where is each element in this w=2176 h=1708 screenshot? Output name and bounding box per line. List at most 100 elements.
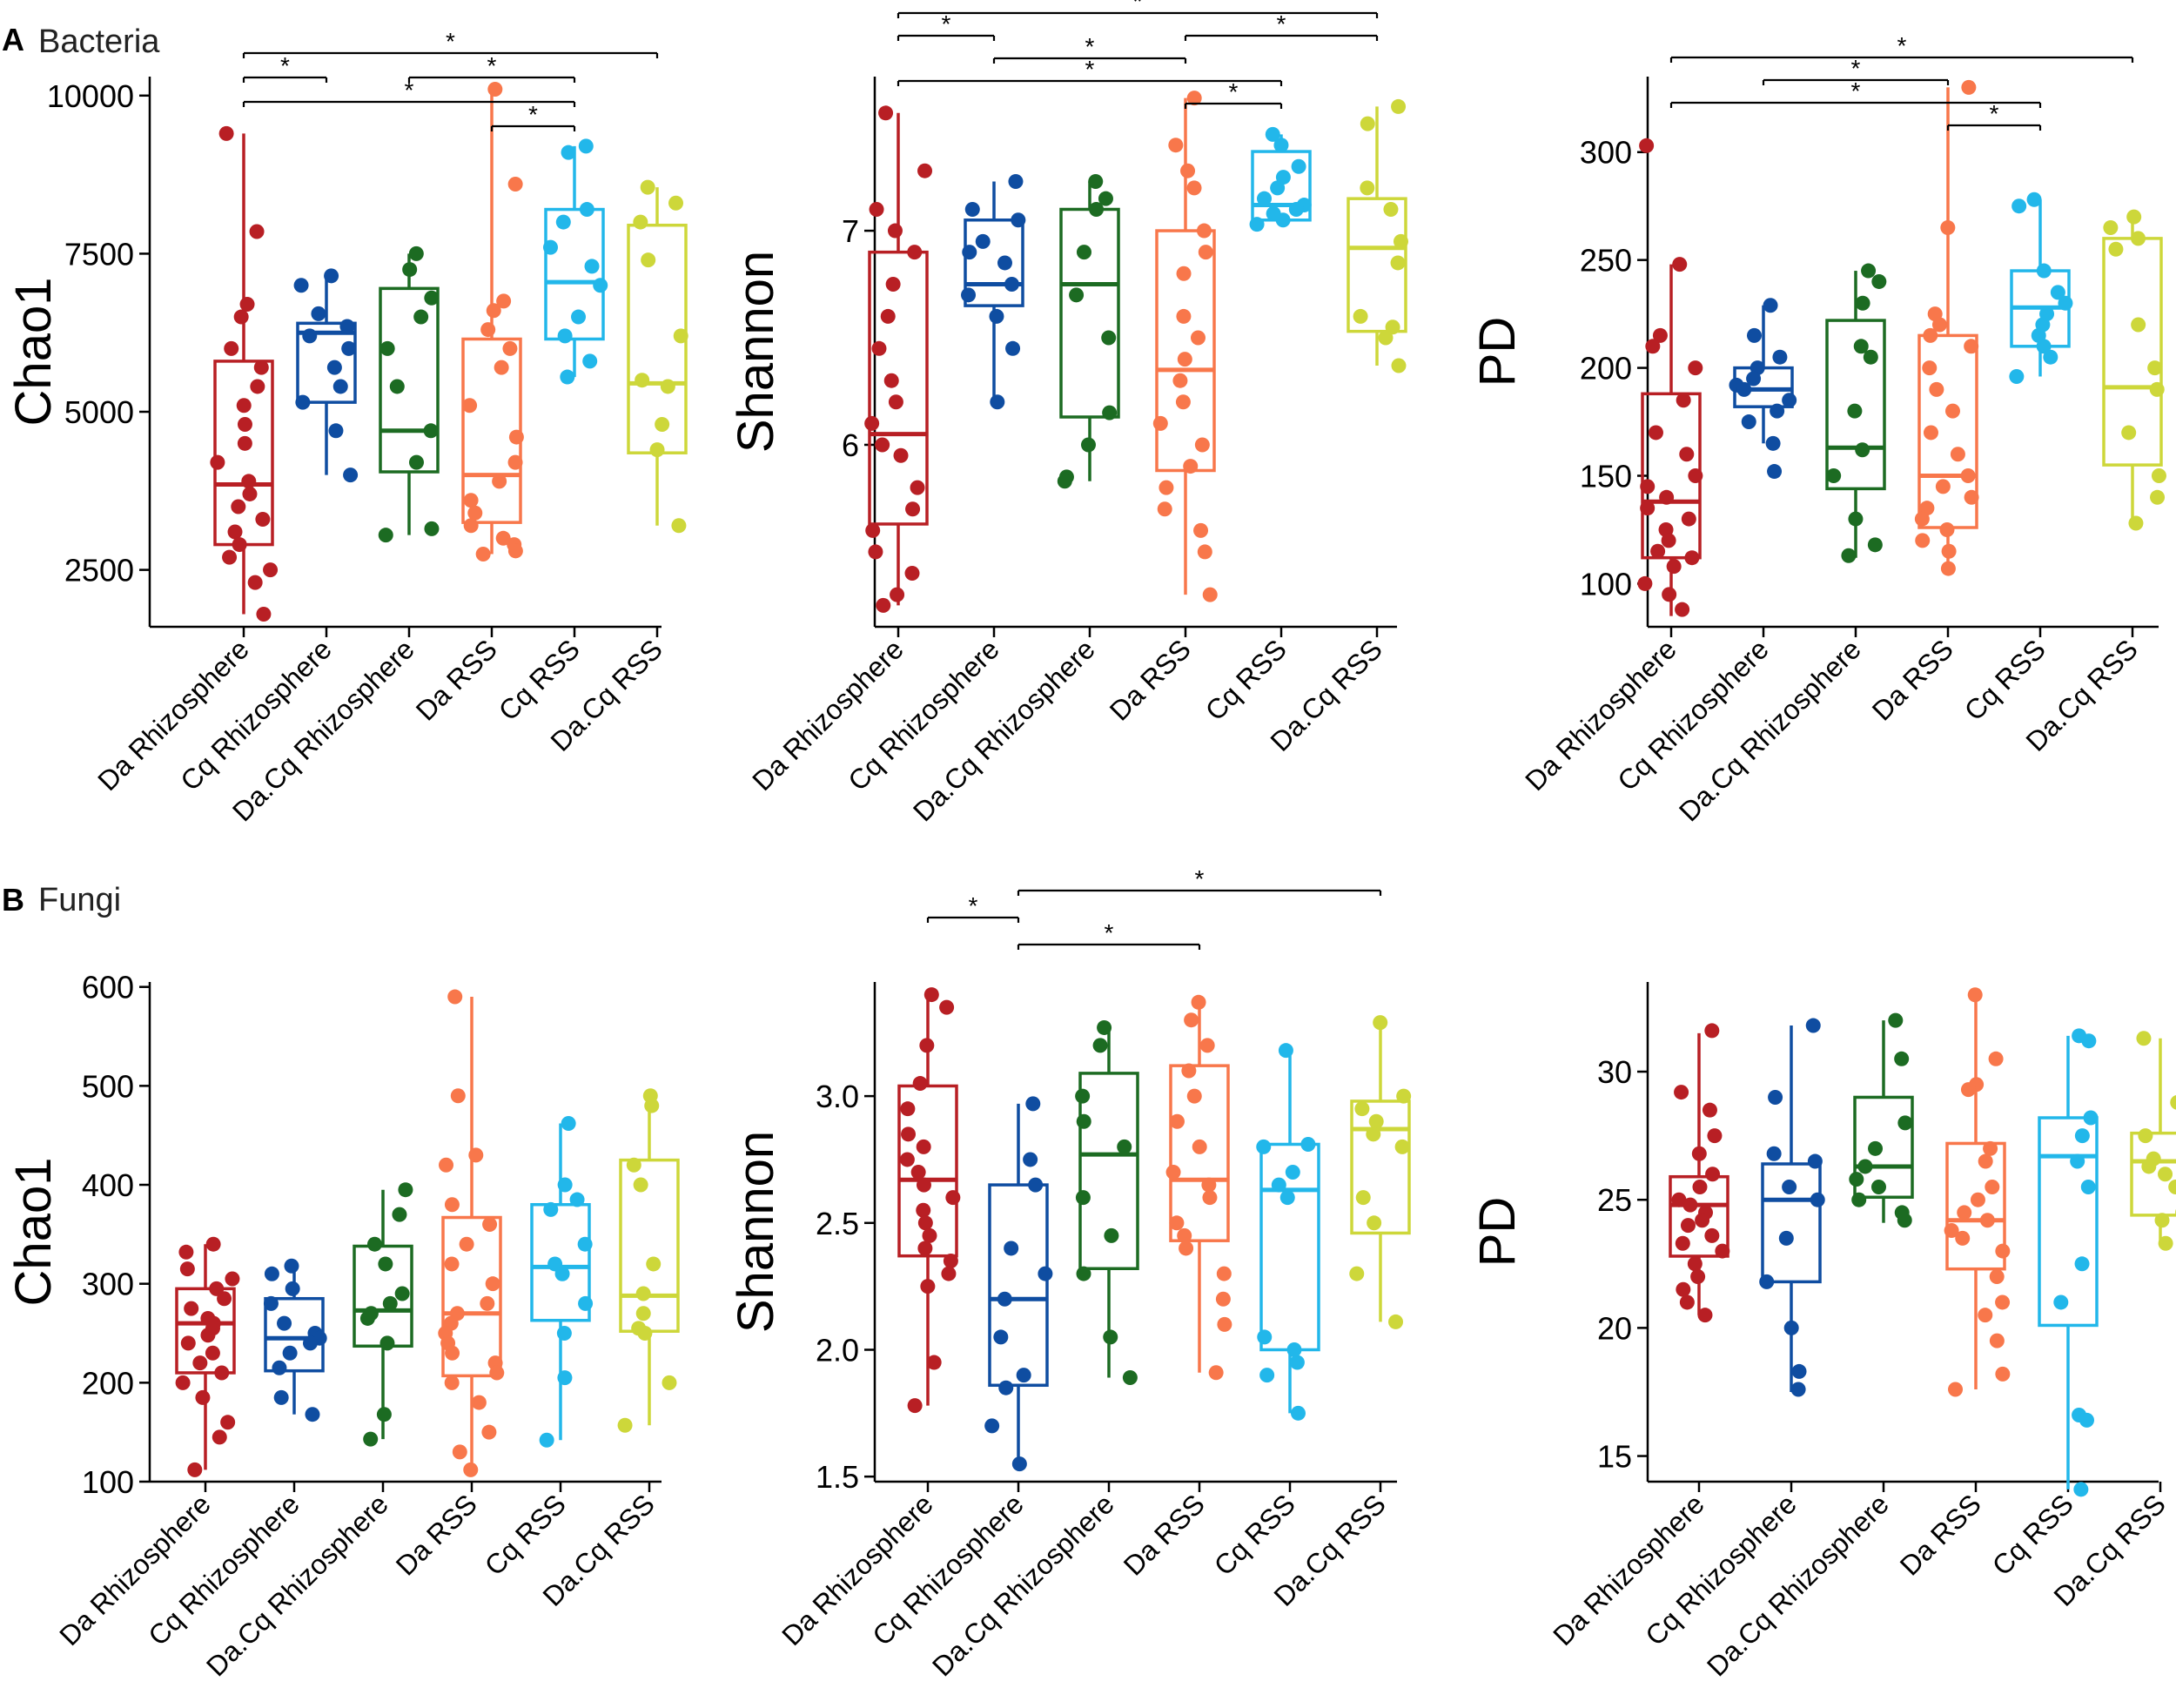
data-point [578, 1295, 594, 1311]
data-point [1168, 138, 1184, 153]
data-point [2136, 1031, 2152, 1046]
data-point [210, 454, 225, 470]
data-point [1175, 394, 1191, 410]
x-tick-label: Cq RSS [1199, 633, 1293, 726]
x-tick-label: Cq RSS [1958, 633, 2052, 726]
data-point [1265, 126, 1280, 142]
data-point [557, 1177, 573, 1193]
data-point [1291, 158, 1306, 174]
data-point [2083, 1110, 2099, 1126]
data-point [1025, 1096, 1041, 1112]
data-point [1661, 533, 1676, 548]
box-iqr [1059, 207, 1120, 419]
data-point [379, 340, 395, 356]
data-point [1257, 1329, 1273, 1345]
data-point [1191, 994, 1206, 1010]
section-a-label: A Bacteria [2, 22, 160, 60]
data-point [1855, 442, 1870, 458]
data-point [2043, 349, 2058, 365]
data-point [1016, 1368, 1031, 1383]
data-point [1697, 1308, 1713, 1323]
data-point [1075, 1190, 1091, 1206]
data-point [1393, 233, 1408, 249]
data-point [1759, 1274, 1775, 1289]
data-point [1766, 1146, 1782, 1161]
data-point [1373, 1015, 1388, 1031]
data-point [225, 1271, 240, 1287]
data-point [1970, 1192, 1985, 1207]
box-iqr [461, 337, 522, 524]
data-point [1922, 360, 1938, 376]
data-point [1948, 1382, 1964, 1397]
data-point [633, 214, 648, 230]
data-point [1390, 255, 1406, 271]
data-point [439, 1157, 454, 1173]
data-point [192, 1355, 208, 1371]
data-point [463, 1462, 479, 1477]
data-point [878, 105, 894, 121]
box-iqr [619, 1158, 680, 1333]
data-point [408, 454, 424, 470]
data-point [1985, 1179, 2000, 1194]
data-point [649, 442, 665, 458]
data-point [263, 562, 279, 578]
data-point [890, 587, 905, 602]
data-point [1770, 403, 1785, 419]
data-point [341, 340, 357, 356]
data-point [883, 373, 899, 388]
significance-bracket: * [992, 33, 1187, 64]
data-point [1855, 295, 1870, 311]
data-point [561, 145, 576, 160]
data-point [1978, 1153, 1993, 1169]
y-tick-label: 30 [1597, 1054, 1632, 1090]
data-point [939, 999, 955, 1015]
data-point [1256, 1139, 1272, 1154]
data-point [871, 340, 887, 356]
data-point [1186, 180, 1202, 196]
data-point [864, 415, 880, 431]
data-point [1275, 212, 1291, 228]
data-point [1256, 191, 1272, 206]
data-point [2149, 381, 2165, 397]
significance-star: * [1105, 919, 1114, 946]
data-point [180, 1335, 196, 1351]
data-point [875, 437, 890, 453]
y-tick-label: 10000 [47, 78, 134, 114]
data-point [557, 328, 573, 344]
data-point [184, 1301, 199, 1316]
data-point [507, 543, 523, 559]
data-point [178, 1244, 194, 1260]
data-point [1259, 1368, 1275, 1383]
section-b-label: B Fungi [2, 882, 121, 918]
data-point [1028, 1177, 1044, 1193]
box-iqr [1825, 319, 1886, 491]
data-point [941, 1266, 957, 1281]
data-point [481, 1424, 497, 1440]
data-point [1249, 217, 1265, 232]
data-point [899, 1152, 915, 1167]
data-point [302, 1335, 318, 1351]
significance-star: * [1851, 77, 1861, 104]
data-point [997, 1291, 1012, 1307]
data-point [880, 308, 896, 324]
data-point [1289, 1355, 1305, 1370]
data-point [1684, 550, 1700, 566]
data-point [907, 245, 923, 260]
data-point [1057, 474, 1072, 489]
data-point [1645, 339, 1661, 354]
data-point [1208, 1365, 1224, 1381]
data-point [917, 1215, 933, 1231]
box-iqr [1761, 1162, 1822, 1284]
section-b-title: Fungi [38, 882, 121, 918]
x-tick-label: Cq Rhizosphere [142, 1488, 306, 1651]
data-point [231, 499, 246, 514]
data-point [1848, 511, 1864, 527]
data-point [1768, 1089, 1783, 1105]
data-point [1782, 1179, 1797, 1194]
data-point [1955, 1230, 1971, 1246]
x-tick-label: Da RSS [1866, 633, 1959, 726]
data-point [1941, 543, 1957, 559]
box-1 [1761, 1025, 1822, 1392]
data-point [2158, 1235, 2173, 1251]
